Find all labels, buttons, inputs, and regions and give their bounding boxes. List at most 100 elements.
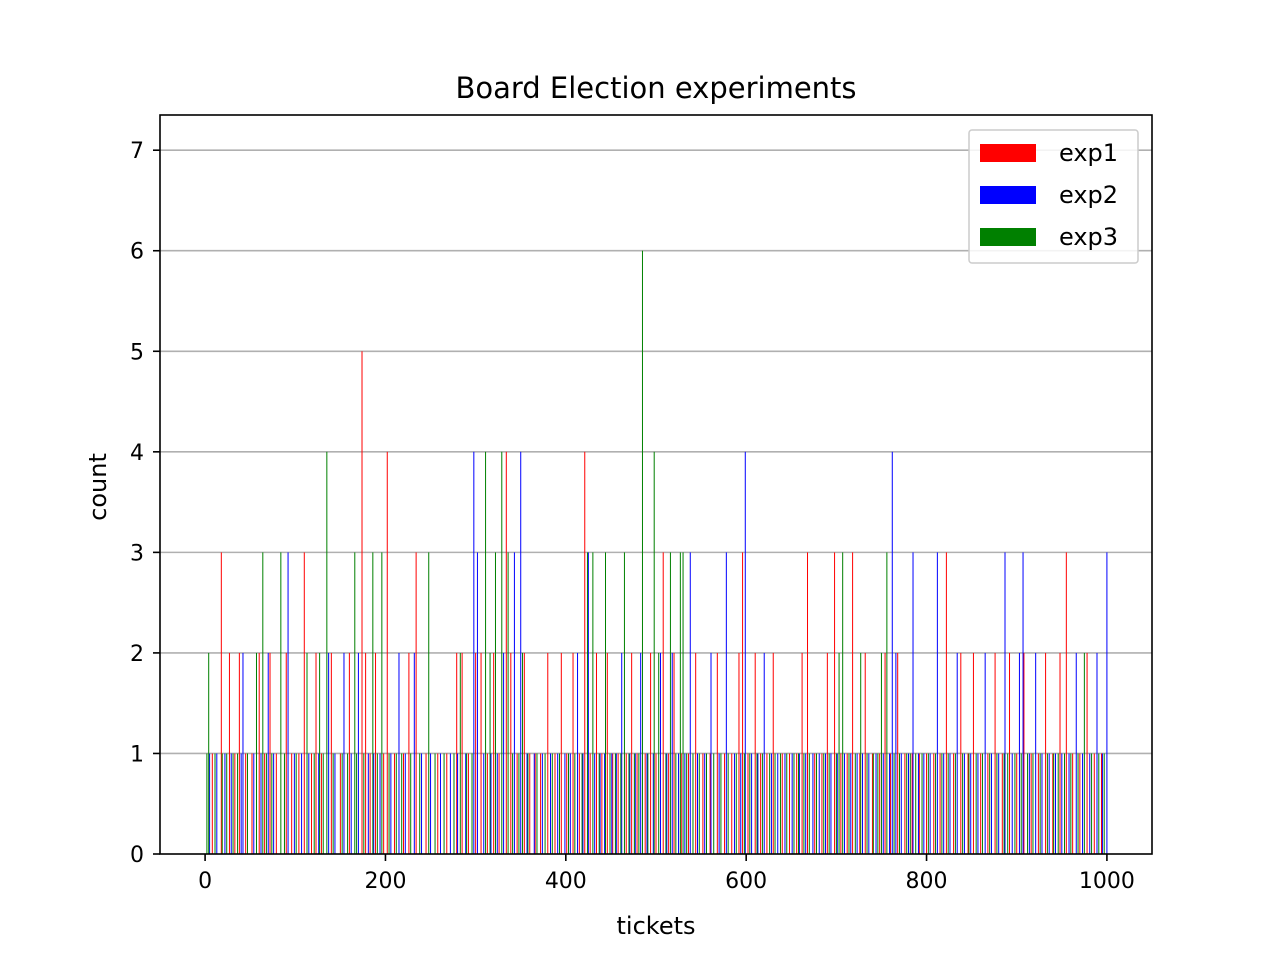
bars bbox=[206, 250, 1108, 855]
bar-exp2-762 bbox=[891, 451, 893, 854]
bar-exp3-817 bbox=[941, 753, 943, 854]
bar-exp2-92 bbox=[287, 552, 289, 854]
bar-exp2-518 bbox=[671, 652, 673, 854]
bar-exp1-66 bbox=[264, 753, 266, 854]
bar-exp3-670 bbox=[808, 753, 810, 854]
bar-exp3-960 bbox=[1070, 753, 1072, 854]
bar-exp1-584 bbox=[731, 753, 733, 854]
bar-exp1-183 bbox=[369, 753, 371, 854]
bar-exp2-497 bbox=[652, 753, 654, 854]
bar-exp3-612 bbox=[756, 753, 758, 854]
bar-exp1-388 bbox=[554, 753, 556, 854]
bar-exp3-564 bbox=[713, 753, 715, 854]
bar-exp1-514 bbox=[668, 753, 670, 854]
plot-frame bbox=[159, 114, 1153, 855]
bar-exp1-198 bbox=[383, 753, 385, 854]
bar-exp1-768 bbox=[897, 652, 899, 854]
bar-exp3-455 bbox=[614, 753, 616, 854]
bar-exp2-872 bbox=[990, 753, 992, 854]
bar-exp2-115 bbox=[308, 753, 310, 854]
bar-exp2-606 bbox=[751, 753, 753, 854]
bar-exp1-656 bbox=[796, 753, 798, 854]
bar-exp2-594 bbox=[740, 753, 742, 854]
bar-exp2-958 bbox=[1068, 753, 1070, 854]
bar-exp3-632 bbox=[774, 753, 776, 854]
bar-exp3-393 bbox=[559, 753, 561, 854]
bar-exp1-800 bbox=[926, 753, 928, 854]
bar-exp2-350 bbox=[520, 451, 522, 854]
bar-exp2-681 bbox=[818, 753, 820, 854]
bar-exp3-101 bbox=[295, 753, 297, 854]
bar-exp1-408 bbox=[572, 652, 574, 854]
bar-exp3-953 bbox=[1064, 753, 1066, 854]
bar-exp1-434 bbox=[595, 652, 597, 854]
bar-exp1-8 bbox=[211, 753, 213, 854]
bar-exp1-623 bbox=[766, 753, 768, 854]
bar-exp2-613 bbox=[757, 753, 759, 854]
bar-exp3-131 bbox=[322, 753, 324, 854]
bar-exp3-997 bbox=[1103, 753, 1105, 854]
bar-exp3-168 bbox=[356, 753, 358, 854]
bar-exp1-421 bbox=[584, 451, 586, 854]
bar-exp1-544 bbox=[695, 652, 697, 854]
bar-exp3-746 bbox=[877, 753, 879, 854]
bar-exp1-452 bbox=[612, 753, 614, 854]
bar-exp1-45 bbox=[245, 753, 247, 854]
bar-exp1-245 bbox=[425, 753, 427, 854]
bar-exp3-74 bbox=[271, 753, 273, 854]
bar-exp3-734 bbox=[866, 753, 868, 854]
bar-exp2-907 bbox=[1022, 552, 1024, 854]
bar-exp3-176 bbox=[363, 753, 365, 854]
bar-exp3-322 bbox=[494, 552, 496, 854]
bar-exp3-196 bbox=[381, 552, 383, 854]
bar-exp2-804 bbox=[929, 753, 931, 854]
bar-exp2-538 bbox=[689, 552, 691, 854]
bar-exp2-22 bbox=[224, 753, 226, 854]
bar-exp1-268 bbox=[446, 753, 448, 854]
bar-exp1-940 bbox=[1052, 753, 1054, 854]
bar-exp3-57 bbox=[255, 652, 257, 854]
bar-exp3-470 bbox=[628, 753, 630, 854]
bar-exp3-341 bbox=[512, 753, 514, 854]
bar-exp2-419 bbox=[582, 753, 584, 854]
bar-exp1-748 bbox=[879, 753, 881, 854]
bar-exp3-316 bbox=[489, 652, 491, 854]
bar-exp2-797 bbox=[923, 753, 925, 854]
bar-exp1-712 bbox=[846, 753, 848, 854]
bar-exp2-232 bbox=[413, 652, 415, 854]
bar-exp2-154 bbox=[343, 652, 345, 854]
bar-exp3-700 bbox=[835, 753, 837, 854]
bar-exp3-88 bbox=[283, 753, 285, 854]
bar-exp1-372 bbox=[540, 753, 542, 854]
bar-exp3-770 bbox=[898, 753, 900, 854]
bar-exp2-331 bbox=[503, 652, 505, 854]
bar-exp2-736 bbox=[868, 753, 870, 854]
bar-exp1-754 bbox=[884, 652, 886, 854]
bar-exp3-703 bbox=[838, 652, 840, 854]
bar-exp3-918 bbox=[1032, 753, 1034, 854]
bar-exp3-2 bbox=[206, 753, 208, 854]
bar-exp2-399 bbox=[564, 753, 566, 854]
bar-exp2-659 bbox=[798, 753, 800, 854]
bar-exp3-692 bbox=[828, 753, 830, 854]
bar-exp2-206 bbox=[390, 753, 392, 854]
bar-exp2-981 bbox=[1089, 753, 1091, 854]
bar-exp3-228 bbox=[410, 753, 412, 854]
bar-exp3-191 bbox=[376, 753, 378, 854]
bar-exp1-602 bbox=[747, 753, 749, 854]
bar-exp3-653 bbox=[793, 753, 795, 854]
bar-exp3-941 bbox=[1053, 753, 1055, 854]
bar-exp2-250 bbox=[430, 753, 432, 854]
bar-exp1-860 bbox=[980, 753, 982, 854]
bar-exp3-329 bbox=[501, 451, 503, 854]
bar-exp1-648 bbox=[788, 753, 790, 854]
bar-exp1-104 bbox=[298, 753, 300, 854]
bar-exp3-522 bbox=[675, 753, 677, 854]
bar-exp2-405 bbox=[569, 753, 571, 854]
bar-exp2-343 bbox=[513, 552, 515, 854]
bar-exp1-60 bbox=[258, 652, 260, 854]
bar-exp3-385 bbox=[551, 753, 553, 854]
bar-exp3-135 bbox=[326, 451, 328, 854]
bar-exp1-986 bbox=[1093, 753, 1095, 854]
